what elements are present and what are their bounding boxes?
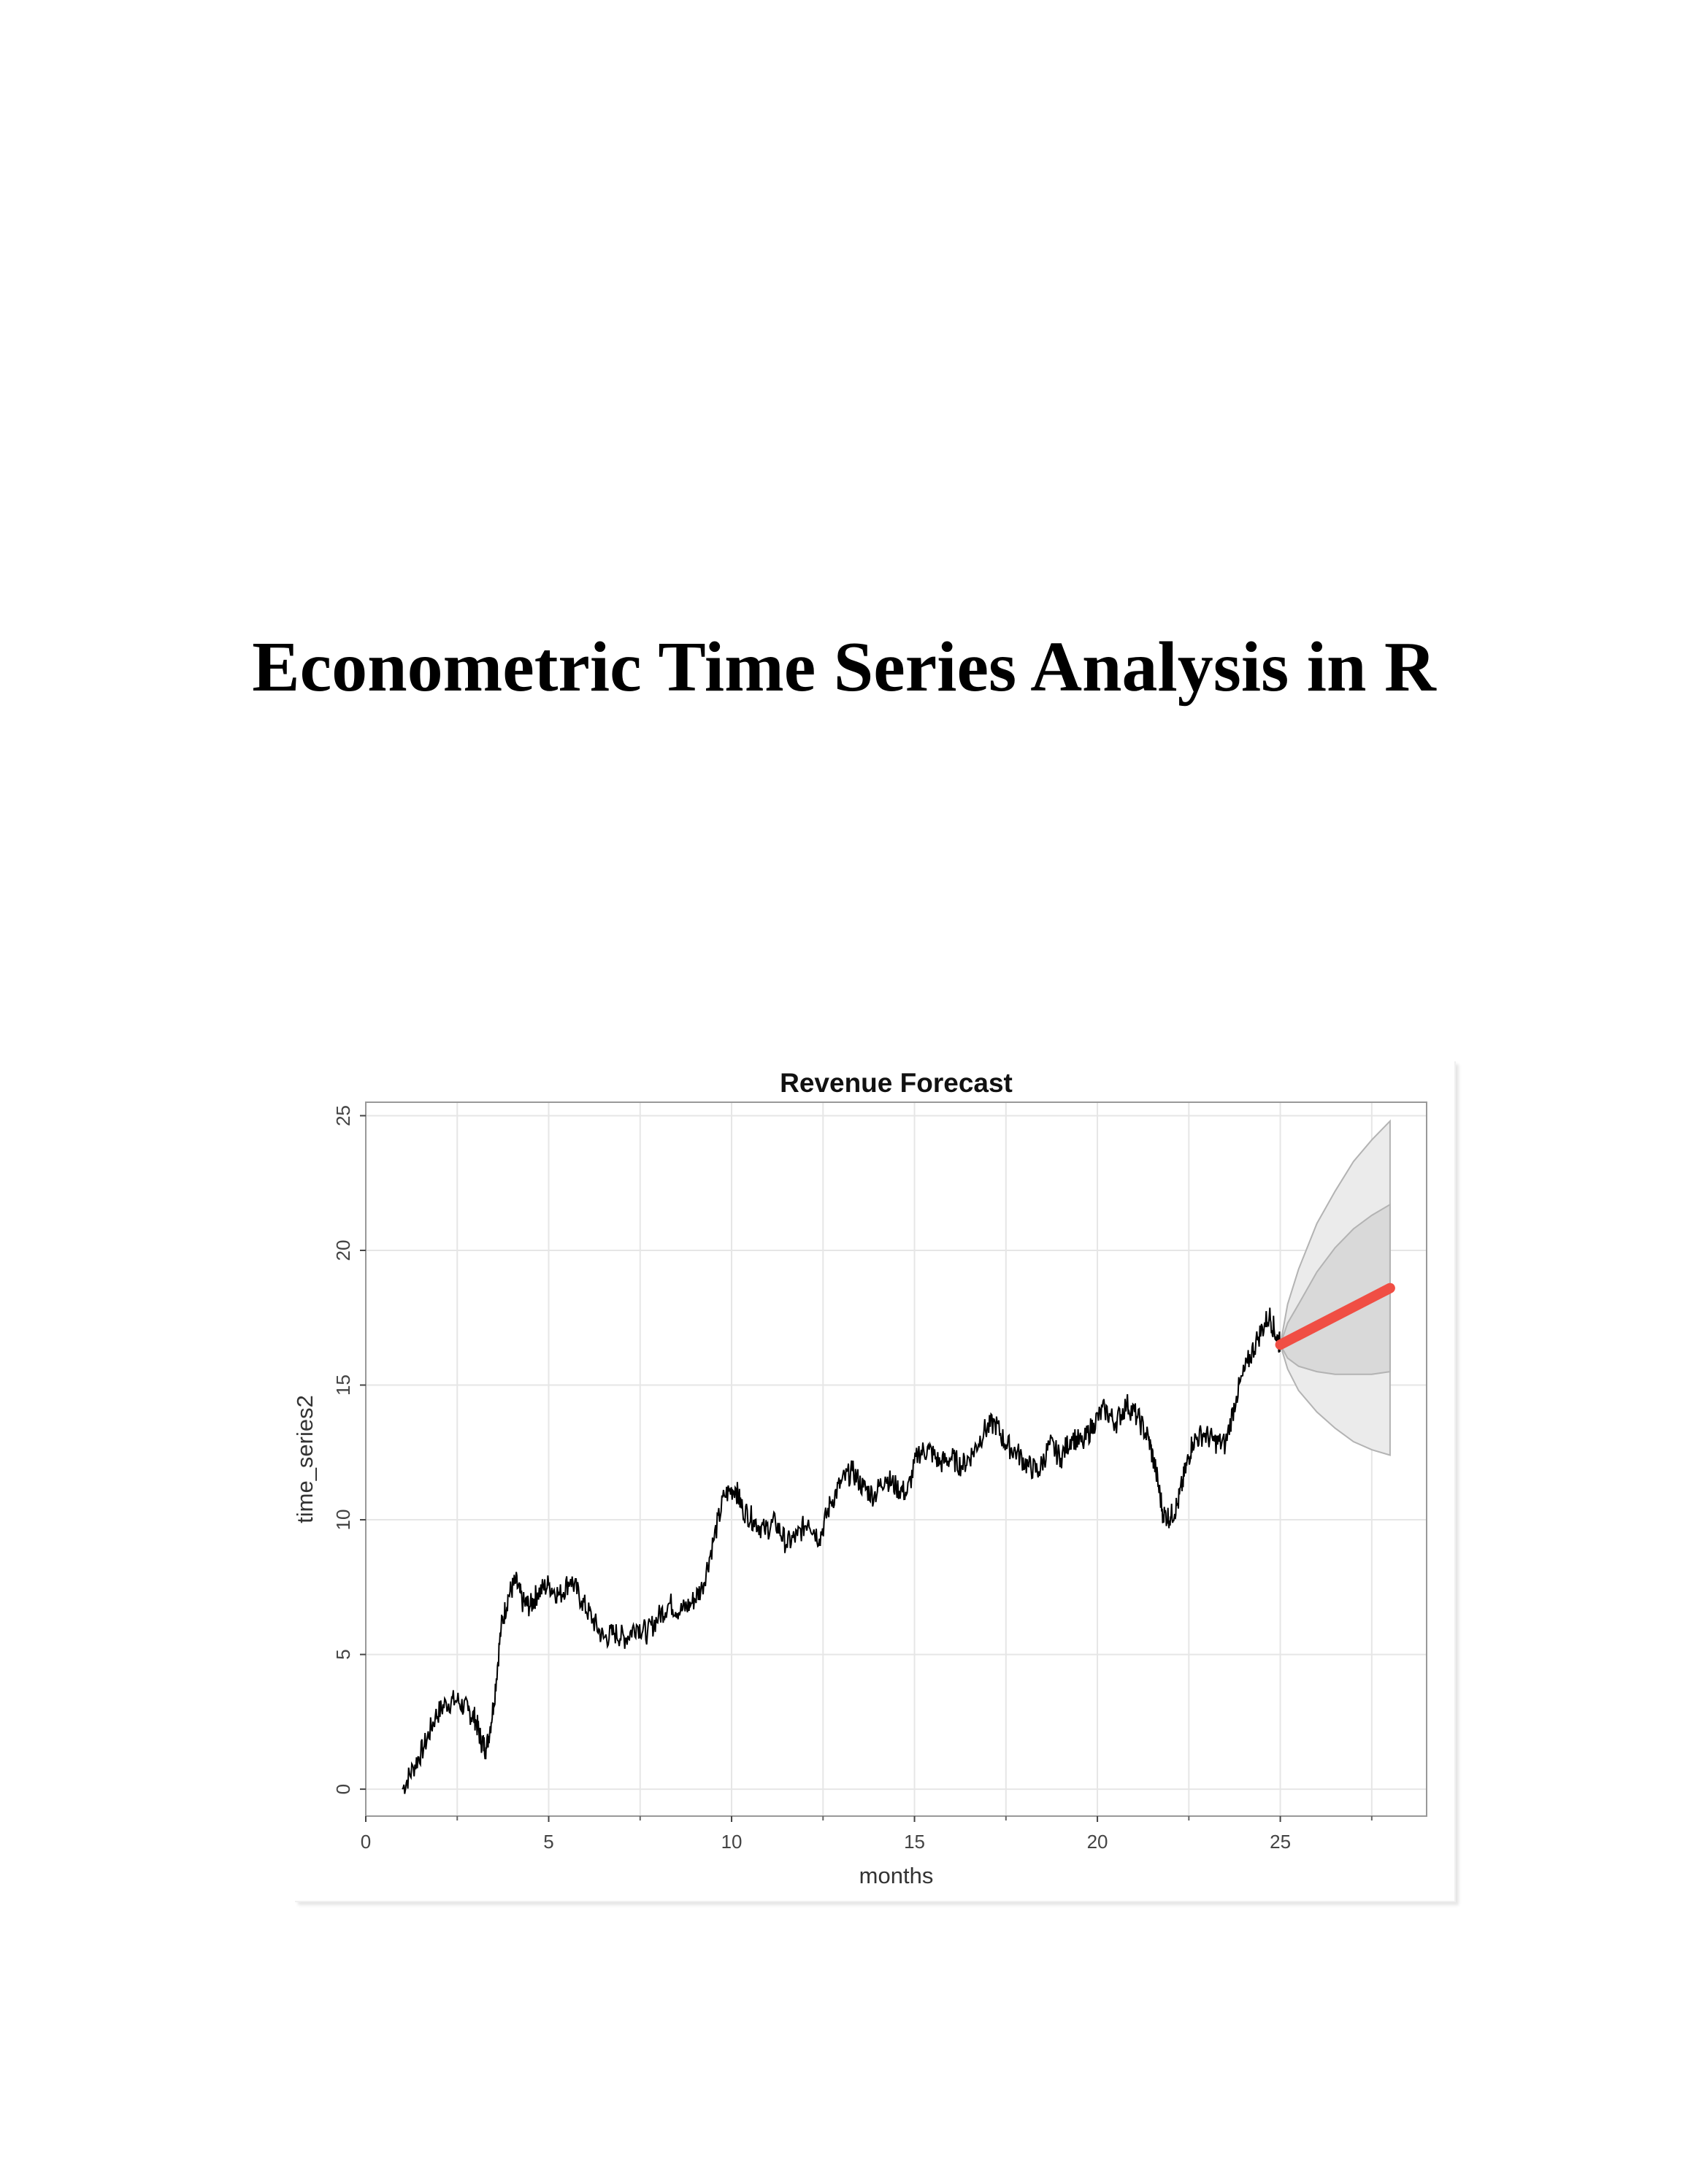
y-axis-ticks: 0 5 10 15 20 25 [332, 1105, 366, 1794]
forecast-chart: 0 5 10 15 20 25 0 5 10 15 20 25 Revenue Forecast m… [295, 1068, 1427, 1888]
x-axis-label: months [859, 1863, 934, 1888]
x-tick-label: 0 [361, 1831, 371, 1853]
x-tick-label: 25 [1270, 1831, 1291, 1853]
x-tick-label: 5 [543, 1831, 553, 1853]
plot-frame [365, 1101, 1427, 1817]
x-tick-label: 20 [1087, 1831, 1108, 1853]
series-lines [402, 1283, 1395, 1794]
y-tick-label: 0 [332, 1784, 354, 1794]
y-tick-label: 10 [332, 1510, 354, 1531]
y-tick-label: 25 [332, 1105, 354, 1126]
chart-figure: 0 5 10 15 20 25 0 5 10 15 20 25 Revenue Forecast m… [295, 1061, 1456, 1902]
chart-title: Revenue Forecast [780, 1068, 1013, 1098]
grid-lines [365, 1102, 1427, 1816]
observed-series-line [402, 1307, 1281, 1794]
y-axis-label: time_series2 [295, 1395, 318, 1523]
x-tick-label: 10 [721, 1831, 743, 1853]
x-tick-label: 15 [904, 1831, 925, 1853]
y-tick-label: 20 [332, 1240, 354, 1261]
x-axis-ticks: 0 5 10 15 20 25 [361, 1816, 1373, 1853]
confidence-bands [1279, 1119, 1391, 1456]
document-title: Econometric Time Series Analysis in R [252, 628, 1436, 707]
y-tick-label: 15 [332, 1374, 354, 1396]
forecast-line [1275, 1283, 1395, 1350]
y-tick-label: 5 [332, 1649, 354, 1659]
